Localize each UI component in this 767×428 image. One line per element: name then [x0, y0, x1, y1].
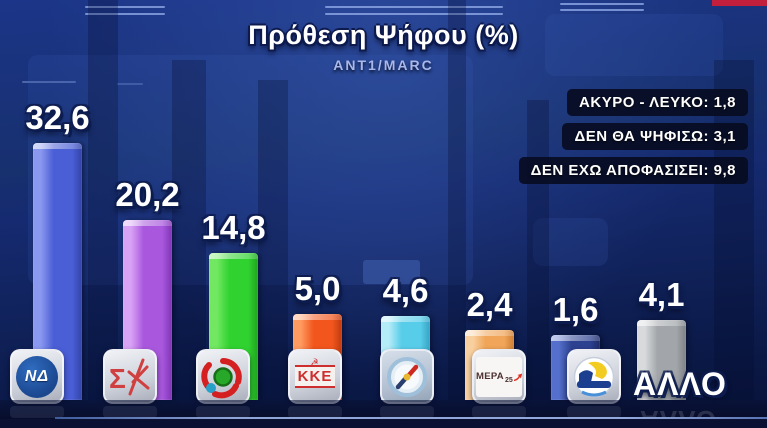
bar-top-bevel — [33, 143, 82, 149]
bar-top-bevel — [637, 320, 686, 326]
red-corner-block — [712, 0, 767, 6]
bar-rect-other — [637, 320, 686, 400]
logo-reflection — [567, 406, 621, 418]
bar-value-pasok: 14,8 — [201, 209, 266, 246]
bar-value-nd: 32,6 — [25, 99, 90, 136]
nd-logo-icon: ΝΔ — [15, 355, 59, 399]
logo-mera25: ΜΕΡΑ 25 — [472, 349, 526, 404]
mera25-logo-icon: ΜΕΡΑ 25 — [476, 355, 522, 399]
kke-logo-icon: ☭ ΚΚΕ — [293, 355, 337, 399]
logo-nd: ΝΔ — [10, 349, 64, 404]
bar-top-bevel — [123, 220, 172, 226]
other-category-label: ΑΛΛΟ — [633, 366, 727, 402]
decor-line — [325, 13, 503, 15]
bar-top-bevel — [293, 314, 342, 320]
decor-line — [325, 6, 503, 8]
logo-elliniki-lysi — [567, 349, 621, 404]
hammer-sickle-icon: ☭ — [310, 357, 320, 367]
decor-patch — [28, 55, 473, 285]
svg-text:Σ: Σ — [109, 363, 126, 394]
logo-reflection — [288, 406, 342, 418]
decor-line — [85, 6, 165, 8]
header: Πρόθεση Ψήφου (%) ΑΝΤ1/MARC — [0, 20, 767, 73]
floor-shadow — [0, 400, 767, 419]
decor-line — [22, 81, 76, 83]
logo-reflection — [103, 406, 157, 418]
bar-top-bevel — [381, 316, 430, 322]
bar-value-other: 4,1 — [638, 276, 685, 313]
logo-reflection — [10, 406, 64, 418]
nd-monogram: ΝΔ — [16, 355, 58, 398]
bar-top-bevel — [465, 330, 514, 336]
logo-pasok — [196, 349, 250, 404]
pasok-logo-icon — [201, 355, 245, 399]
bar-value-mera25: 2,4 — [466, 286, 513, 323]
logo-syriza: Σ — [103, 349, 157, 404]
stat-will-not-vote: ΔΕΝ ΘΑ ΨΗΦΙΣΩ: 3,1 — [562, 123, 748, 150]
page-title: Πρόθεση Ψήφου (%) — [248, 20, 519, 50]
logo-kke: ☭ ΚΚΕ — [288, 349, 342, 404]
stat-invalid-blank: ΑΚΥΡΟ - ΛΕΥΚΟ: 1,8 — [567, 89, 748, 116]
extra-stats-box: ΑΚΥΡΟ - ΛΕΥΚΟ: 1,8 ΔΕΝ ΘΑ ΨΗΦΙΣΩ: 3,1 ΔΕ… — [518, 89, 748, 184]
bar-top-bevel — [551, 335, 600, 341]
floor-edge-line — [55, 417, 767, 420]
bar-value-syriza: 20,2 — [115, 176, 180, 213]
decor-line — [560, 3, 644, 5]
bar-value-elliniki-lysi: 1,6 — [552, 291, 599, 328]
kke-text: ☭ ΚΚΕ — [294, 357, 336, 388]
bar-value-plefsi: 4,6 — [382, 272, 429, 309]
decor-line — [117, 83, 143, 85]
mera25-arrow-icon — [513, 373, 522, 381]
elliniki-lysi-logo-icon — [572, 355, 616, 399]
logo-reflection — [472, 406, 526, 418]
mera25-text: ΜΕΡΑ 25 — [476, 356, 522, 397]
logo-reflection — [196, 406, 250, 418]
poll-source: ΑΝΤ1/MARC — [333, 57, 434, 73]
logo-plefsi-eleftherias — [380, 349, 434, 404]
logo-reflection — [380, 406, 434, 418]
bar-top-bevel — [209, 253, 258, 259]
decor-line — [85, 13, 165, 15]
bottom-band — [0, 419, 767, 428]
syriza-logo-icon: Σ — [108, 355, 152, 399]
decor-patch — [533, 218, 608, 266]
bar-value-kke: 5,0 — [294, 270, 341, 307]
decor-line — [560, 9, 644, 11]
stat-undecided: ΔΕΝ ΕΧΩ ΑΠΟΦΑΣΙΣΕΙ: 9,8 — [518, 157, 748, 184]
compass-icon — [385, 355, 429, 399]
